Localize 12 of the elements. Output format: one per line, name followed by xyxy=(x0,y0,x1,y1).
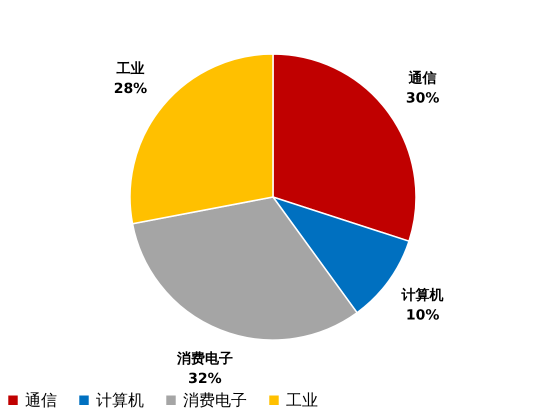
legend-label: 计算机 xyxy=(96,390,144,410)
slice-label: 计算机 xyxy=(400,288,444,304)
data-label: 10% xyxy=(406,308,440,324)
legend-label: 消费电子 xyxy=(183,390,247,410)
data-label: 32% xyxy=(188,371,222,388)
data-label: 28% xyxy=(114,81,148,98)
slice-label: 消费电子 xyxy=(176,351,233,368)
legend-label: 工业 xyxy=(286,390,318,410)
slice-label: 通信 xyxy=(408,69,437,86)
legend-label: 通信 xyxy=(25,390,57,410)
data-label: 30% xyxy=(406,90,440,106)
slice-label: 工业 xyxy=(115,61,144,78)
